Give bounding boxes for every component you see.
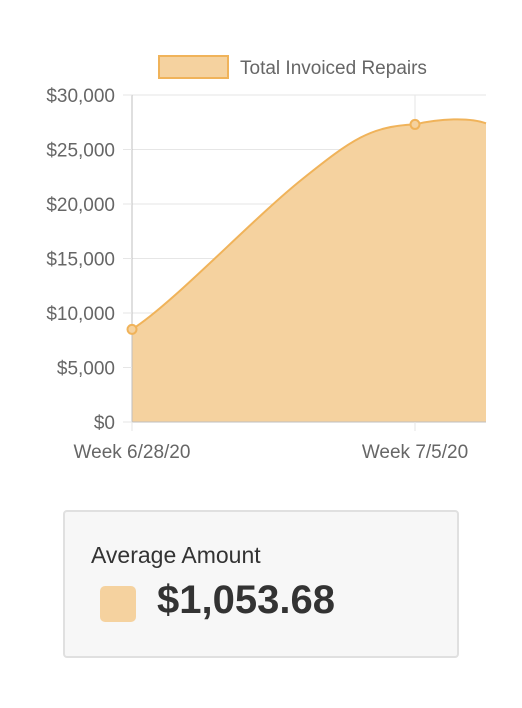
color-swatch (100, 586, 136, 622)
area-chart: $0 $5,000 $10,000 $15,000 $20,000 $25,000 $30,… (46, 55, 487, 463)
y-tick-label: $20,000 (46, 195, 115, 216)
legend-swatch (158, 55, 229, 79)
x-tick-label: Week 6/28/20 (74, 442, 191, 463)
x-tick-label: Week 7/5/20 (362, 442, 468, 463)
x-axis-ticks: Week 6/28/20 Week 7/5/20 (74, 422, 468, 463)
y-axis-ticks: $0 $5,000 $10,000 $15,000 $20,000 $25,000 $30,… (46, 86, 132, 434)
data-point (126, 323, 138, 335)
y-tick-label: $10,000 (46, 304, 115, 325)
y-tick-label: $15,000 (46, 250, 115, 271)
average-amount-title: Average Amount (91, 542, 261, 568)
series-area (132, 119, 486, 423)
legend[interactable]: Total Invoiced Repairs (158, 55, 427, 79)
average-amount-card: Average Amount $1,053.68 (63, 510, 459, 658)
data-points (126, 118, 421, 335)
y-tick-label: $25,000 (46, 141, 115, 162)
y-tick-label: $5,000 (57, 359, 115, 380)
y-tick-label: $30,000 (46, 86, 115, 107)
area-layer (131, 118, 487, 423)
data-point (409, 118, 421, 130)
legend-label: Total Invoiced Repairs (240, 58, 427, 79)
y-tick-label: $0 (94, 413, 115, 434)
average-amount-value: $1,053.68 (157, 578, 335, 622)
series-line (131, 118, 487, 331)
